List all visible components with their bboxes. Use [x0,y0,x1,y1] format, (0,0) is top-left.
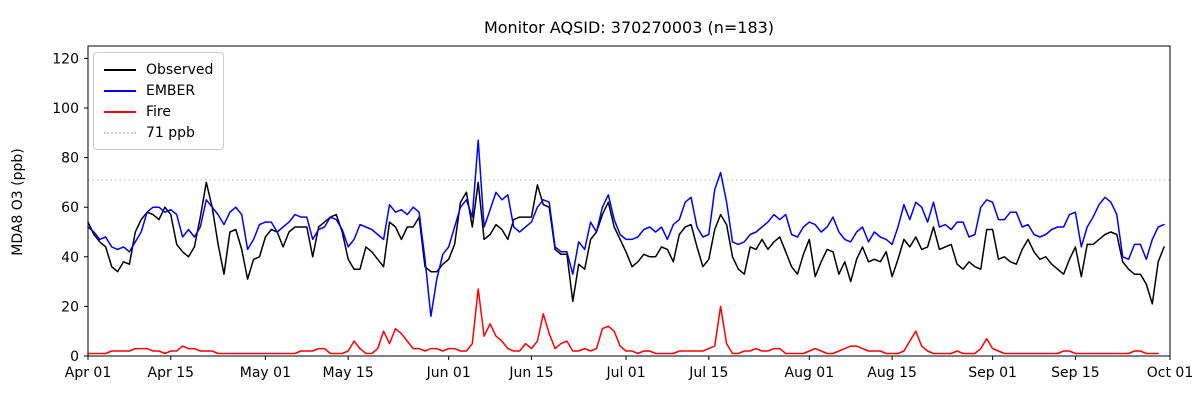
x-tick-label: May 15 [323,365,374,381]
x-tick-label: Sep 01 [968,365,1017,381]
x-tick-label: Apr 01 [65,365,111,381]
plot-border [87,45,1171,357]
ember-line-swatch [104,89,136,92]
y-tick-label: 60 [61,200,79,216]
x-tick-label: Oct 01 [1147,365,1193,381]
x-tick-label: Jun 15 [508,365,553,381]
x-tick-label: Sep 15 [1051,365,1100,381]
observed-line [87,181,1165,305]
y-tick-label: 80 [61,151,79,167]
legend: Observed EMBER Fire 71 ppb [93,52,225,150]
legend-label-ember: EMBER [146,82,196,99]
legend-item-threshold: 71 ppb [104,122,213,143]
fire-line [87,288,1159,355]
y-tick-label: 40 [61,250,79,266]
ember-line [87,139,1165,318]
x-tick-label: Aug 01 [785,365,835,381]
legend-item-observed: Observed [104,59,213,80]
y-tick-label: 100 [52,101,79,117]
legend-label-threshold: 71 ppb [146,124,195,141]
observed-line-swatch [104,68,136,71]
y-tick-label: 0 [70,349,79,365]
x-tick-label: Apr 15 [148,365,194,381]
legend-item-ember: EMBER [104,80,213,101]
y-tick-label: 120 [52,51,79,67]
x-tick-label: Jun 01 [426,365,471,381]
chart-title: Monitor AQSID: 370270003 (n=183) [483,18,775,37]
x-tick-label: Jul 15 [688,365,728,381]
y-tick-label: 20 [61,299,79,315]
legend-label-fire: Fire [146,103,171,120]
legend-item-fire: Fire [104,101,213,122]
legend-label-observed: Observed [146,61,214,78]
fire-line-swatch [104,110,136,113]
threshold-line-swatch [104,131,136,134]
x-tick-label: May 01 [240,365,291,381]
x-tick-label: Jul 01 [605,365,645,381]
x-tick-label: Aug 15 [867,365,917,381]
